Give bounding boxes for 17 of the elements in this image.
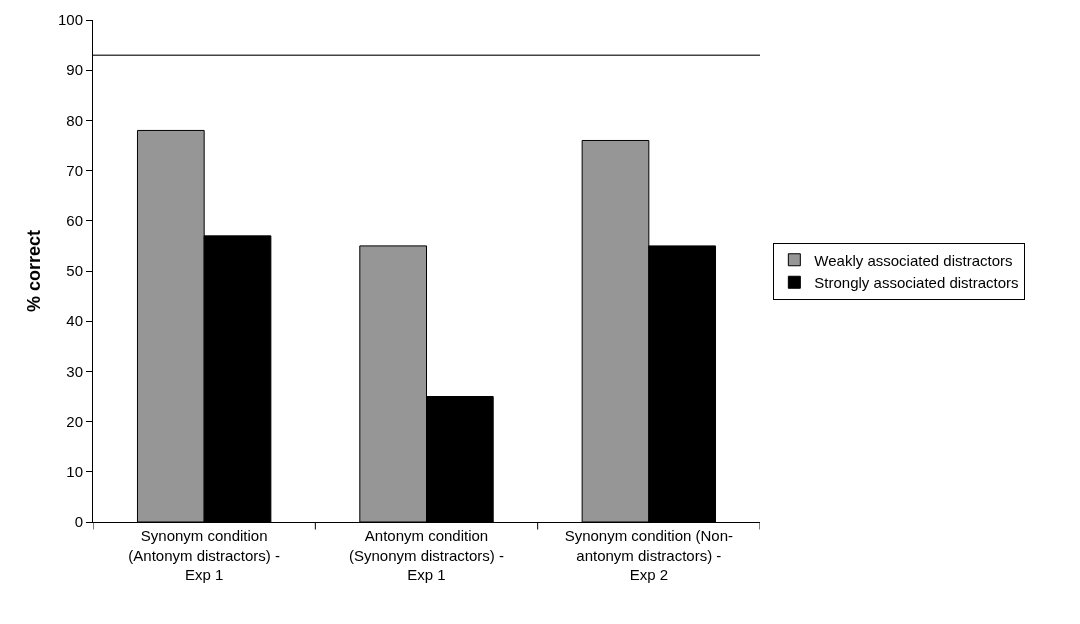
x-tick-label: Synonym condition (Non-antonym distractors) - Exp 2	[564, 527, 734, 583]
y-tick-label: 10	[66, 463, 83, 481]
y-tick-label: 60	[66, 212, 83, 230]
legend-label: Strongly associated distractors	[814, 274, 1019, 292]
y-tick-label: 100	[57, 11, 83, 29]
y-tick-label: 90	[66, 61, 83, 79]
y-tick-label: 20	[66, 412, 83, 430]
y-tick-label: 40	[66, 312, 83, 330]
y-tick-label: 0	[74, 513, 83, 531]
y-tick-label: 80	[66, 111, 83, 129]
x-tick-label: Antonym condition (Synonym distractors) - Exp 1	[348, 527, 505, 583]
y-tick-label: 70	[66, 161, 83, 179]
x-tick-label: Synonym condition (Antonym distractors) - Exp 1	[128, 527, 281, 583]
y-tick-label: 50	[66, 262, 83, 280]
legend-label: Weakly associated distractors	[814, 251, 1013, 269]
y-axis-title: % correct	[24, 229, 45, 313]
y-tick-label: 30	[66, 362, 83, 380]
